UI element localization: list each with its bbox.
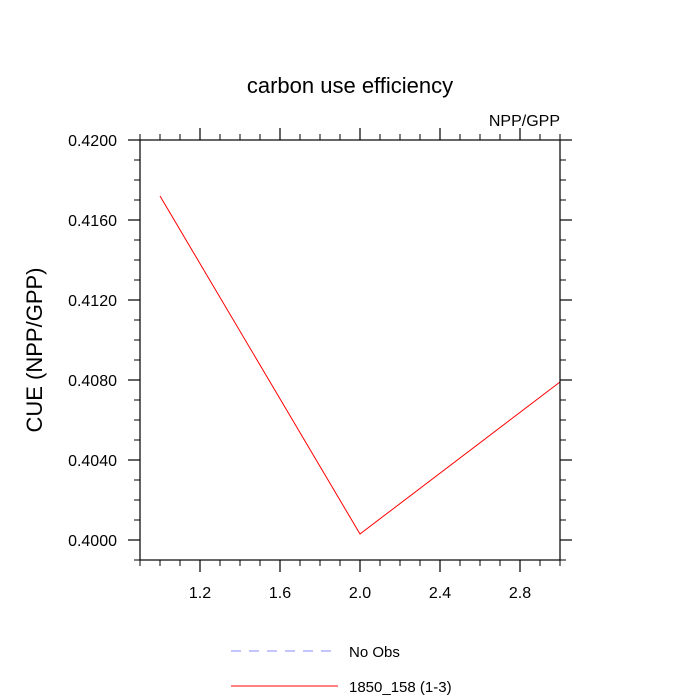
chart-subtitle: NPP/GPP [489,113,560,130]
series-line [159,195,561,535]
axis-ticks [128,128,572,572]
x-tick-label: 1.6 [269,585,291,602]
x-tick-label: 1.2 [189,585,211,602]
x-tick-label: 2.8 [509,585,531,602]
y-tick-label: 0.4040 [68,453,117,470]
x-tick-label: 2.4 [429,585,451,602]
chart-title: carbon use efficiency [247,73,453,98]
y-axis-label: CUE (NPP/GPP) [22,267,47,432]
y-tick-label: 0.4000 [68,533,117,550]
plot-frame [139,139,561,561]
legend-label: No Obs [349,644,400,661]
y-tick-label: 0.4160 [68,213,117,230]
legend: No Obs 1850_158 (1-3) [231,644,452,696]
data-series [159,195,561,535]
x-tick-label: 2.0 [349,585,371,602]
axis-tick-labels: 1.2 1.6 2.0 2.4 2.8 0.4000 0.4040 0.4080 0.4120 0… [68,133,531,602]
y-tick-label: 0.4080 [68,373,117,390]
legend-label: 1850_158 (1-3) [349,679,452,696]
y-tick-label: 0.4120 [68,293,117,310]
y-tick-label: 0.4200 [68,133,117,150]
